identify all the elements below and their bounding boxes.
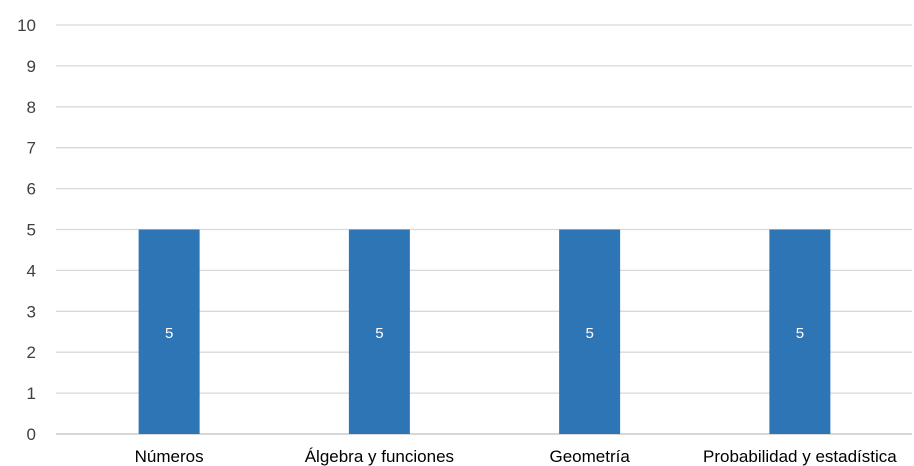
- y-tick-label-5: 5: [27, 221, 36, 240]
- data-label-3: 5: [796, 325, 804, 342]
- data-label-2: 5: [585, 325, 593, 342]
- y-tick-label-10: 10: [17, 16, 36, 35]
- x-category-label-0: Números: [135, 447, 204, 466]
- y-tick-label-6: 6: [27, 180, 36, 199]
- y-tick-label-0: 0: [27, 425, 36, 444]
- x-category-label-2: Geometría: [549, 447, 630, 466]
- y-tick-label-2: 2: [27, 343, 36, 362]
- y-tick-label-8: 8: [27, 98, 36, 117]
- bar-0: [138, 229, 200, 434]
- x-category-label-3: Probabilidad y estadística: [703, 447, 897, 466]
- y-tick-label-7: 7: [27, 139, 36, 158]
- bar-2: [559, 229, 621, 434]
- y-tick-label-1: 1: [27, 384, 36, 403]
- y-tick-label-9: 9: [27, 57, 36, 76]
- x-axis-labels: Números Álgebra y funciones Geometría Proba…: [135, 447, 898, 466]
- y-tick-label-3: 3: [27, 302, 36, 321]
- bars: [138, 229, 831, 434]
- y-tick-label-4: 4: [27, 261, 36, 280]
- data-labels: 5 5 5 5: [165, 325, 804, 342]
- data-label-0: 5: [165, 325, 173, 342]
- bar-1: [348, 229, 410, 434]
- x-category-label-1: Álgebra y funciones: [305, 447, 454, 466]
- bar-3: [769, 229, 831, 434]
- y-axis-ticks: 0 1 2 3 4 5 6 7 8 9 10: [17, 16, 36, 444]
- data-label-1: 5: [375, 325, 383, 342]
